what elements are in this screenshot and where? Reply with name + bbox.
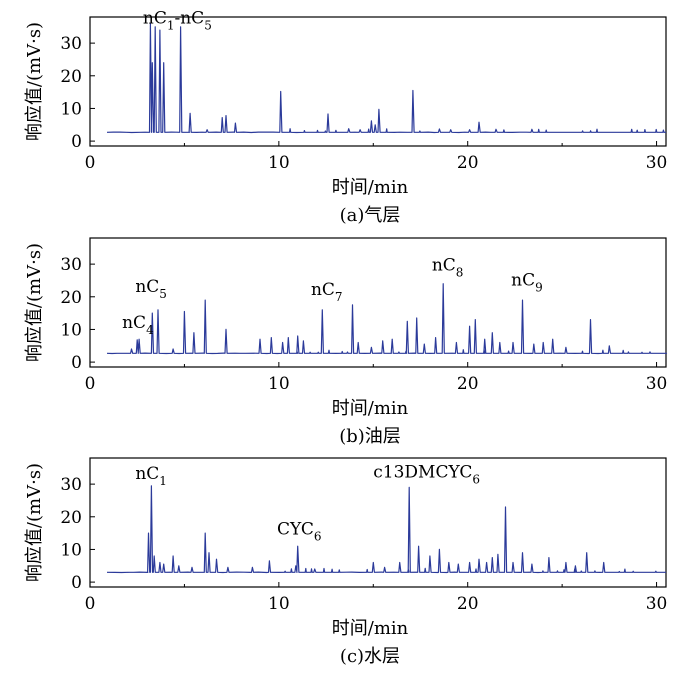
x-axis-label: 时间/min (332, 177, 409, 198)
y-tick-label: 10 (60, 540, 82, 560)
y-axis-label: 响应值/(mV·s) (24, 463, 45, 582)
x-tick-label: 10 (268, 374, 290, 394)
chromatogram-trace (106, 283, 668, 355)
y-tick-label: 30 (60, 475, 82, 495)
chart-panel-1: 0 10 20 30 0 10 20 30 nC1-nC5 时间/min 响应值/(mV·s) (a)… (24, 9, 667, 226)
x-tick-label: 0 (85, 153, 96, 173)
panel-caption: (b)油层 (339, 426, 401, 447)
y-tick-label: 20 (60, 508, 82, 528)
y-axis-label: 响应值/(mV·s) (24, 243, 45, 362)
y-tick-label: 10 (60, 99, 82, 119)
x-tick-label: 30 (646, 153, 668, 173)
x-axis-label: 时间/min (332, 398, 409, 419)
y-tick-label: 20 (60, 67, 82, 87)
x-tick-label: 30 (646, 594, 668, 614)
panel-caption: (c)水层 (340, 646, 400, 667)
chromatogram-trace (106, 485, 666, 574)
peak-label: c13DMCYC6 (373, 463, 480, 487)
peak-label: nC4 (122, 313, 154, 337)
y-tick-label: 30 (60, 255, 82, 275)
y-axis-label: 响应值/(mV·s) (24, 22, 45, 141)
peak-label: nC9 (511, 270, 543, 294)
x-tick-label: 0 (85, 374, 96, 394)
x-tick-label: 30 (646, 374, 668, 394)
peak-label: CYC6 (277, 520, 322, 544)
x-tick-label: 10 (268, 153, 290, 173)
plot-frame (89, 237, 667, 368)
peak-label: nC7 (311, 280, 343, 304)
y-tick-label: 10 (60, 320, 82, 340)
peak-label: nC5 (135, 277, 167, 301)
x-tick-label: 20 (457, 374, 479, 394)
plot-frame (89, 457, 667, 588)
x-tick-label: 0 (85, 594, 96, 614)
peak-label: nC1 (135, 464, 167, 488)
y-tick-label: 30 (60, 34, 82, 54)
x-tick-label: 10 (268, 594, 290, 614)
peak-label: nC8 (432, 256, 464, 280)
x-tick-label: 20 (457, 594, 479, 614)
plot-frame (89, 16, 667, 147)
y-tick-label: 0 (71, 132, 82, 152)
x-tick-label: 20 (457, 153, 479, 173)
chart-panel-2: 0 10 20 30 0 10 20 30 nC4 nC5 nC7 nC8 nC9 时间/min 响应值/(… (24, 237, 668, 447)
panel-caption: (a)气层 (340, 205, 401, 226)
y-tick-label: 20 (60, 288, 82, 308)
y-tick-label: 0 (71, 353, 82, 373)
x-axis-label: 时间/min (332, 618, 409, 639)
peak-label: nC1-nC5 (143, 9, 212, 33)
chromatogram-trace (106, 22, 666, 134)
chart-panel-3: 0 10 20 30 0 10 20 30 nC1 CYC6 c13DMCYC6 时间/min 响应值/… (24, 457, 668, 667)
y-tick-label: 0 (71, 573, 82, 593)
